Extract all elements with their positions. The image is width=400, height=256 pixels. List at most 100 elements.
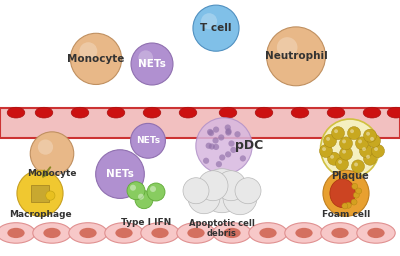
Circle shape [368, 134, 380, 147]
Circle shape [206, 143, 212, 149]
Circle shape [332, 127, 344, 140]
Circle shape [201, 13, 217, 29]
Text: Monocyte: Monocyte [27, 169, 77, 178]
Text: Macrophage: Macrophage [9, 210, 71, 219]
Circle shape [324, 134, 336, 147]
Circle shape [334, 129, 338, 133]
Circle shape [183, 178, 209, 204]
Circle shape [374, 147, 378, 151]
Circle shape [338, 160, 342, 164]
Circle shape [350, 129, 354, 133]
Text: Neutrophil: Neutrophil [265, 51, 327, 61]
Text: Apoptotic cell
debris: Apoptotic cell debris [189, 219, 255, 238]
Circle shape [328, 152, 340, 165]
Ellipse shape [357, 223, 395, 243]
Ellipse shape [141, 223, 179, 243]
Circle shape [213, 126, 219, 133]
Circle shape [213, 144, 219, 150]
Circle shape [234, 131, 240, 137]
Circle shape [150, 186, 156, 192]
Ellipse shape [0, 223, 35, 243]
Circle shape [352, 160, 364, 173]
Circle shape [356, 137, 368, 150]
Ellipse shape [79, 228, 97, 238]
Text: Foam cell: Foam cell [322, 210, 370, 219]
Circle shape [30, 132, 74, 175]
Circle shape [372, 145, 384, 157]
Circle shape [360, 145, 372, 157]
Circle shape [188, 182, 220, 214]
Circle shape [207, 129, 213, 135]
Ellipse shape [285, 223, 323, 243]
Circle shape [364, 129, 376, 142]
Ellipse shape [105, 223, 143, 243]
Circle shape [212, 137, 219, 144]
Circle shape [96, 150, 144, 198]
Circle shape [70, 33, 122, 84]
Circle shape [356, 188, 362, 194]
Ellipse shape [363, 107, 381, 118]
Circle shape [354, 163, 358, 166]
Ellipse shape [213, 223, 251, 243]
Circle shape [330, 155, 334, 159]
Circle shape [277, 37, 298, 58]
Circle shape [358, 140, 362, 143]
Circle shape [225, 130, 232, 136]
Circle shape [198, 171, 228, 201]
Circle shape [230, 147, 236, 153]
FancyBboxPatch shape [0, 108, 400, 138]
Ellipse shape [327, 107, 345, 118]
Circle shape [352, 183, 358, 189]
Ellipse shape [7, 107, 25, 118]
Ellipse shape [107, 107, 125, 118]
Ellipse shape [33, 223, 71, 243]
Circle shape [216, 161, 222, 167]
Circle shape [203, 158, 209, 164]
Text: Plaque: Plaque [331, 171, 369, 181]
FancyBboxPatch shape [31, 185, 49, 202]
Circle shape [336, 157, 348, 170]
Circle shape [79, 42, 97, 60]
Text: Type I IFN: Type I IFN [121, 218, 171, 227]
Circle shape [228, 140, 234, 147]
Ellipse shape [219, 107, 237, 118]
Circle shape [342, 150, 346, 154]
Circle shape [362, 147, 366, 151]
Circle shape [320, 119, 380, 178]
Circle shape [366, 155, 370, 159]
Ellipse shape [255, 107, 273, 118]
Ellipse shape [151, 228, 169, 238]
Circle shape [340, 137, 352, 150]
Circle shape [266, 27, 326, 86]
Ellipse shape [259, 228, 277, 238]
Ellipse shape [69, 223, 107, 243]
Ellipse shape [367, 228, 385, 238]
Ellipse shape [249, 223, 287, 243]
Circle shape [130, 123, 166, 158]
Ellipse shape [295, 228, 313, 238]
Circle shape [138, 194, 144, 200]
Circle shape [138, 50, 153, 65]
Circle shape [348, 127, 360, 140]
Circle shape [342, 203, 348, 209]
Circle shape [326, 137, 330, 141]
Ellipse shape [331, 228, 349, 238]
Circle shape [226, 128, 232, 134]
Circle shape [216, 171, 246, 201]
Ellipse shape [291, 107, 309, 118]
Circle shape [235, 178, 261, 204]
Circle shape [240, 155, 246, 162]
Circle shape [223, 181, 257, 215]
Circle shape [209, 143, 215, 150]
Ellipse shape [71, 107, 89, 118]
Text: T cell: T cell [200, 23, 232, 33]
Circle shape [340, 147, 352, 160]
Ellipse shape [321, 223, 359, 243]
Circle shape [130, 185, 136, 191]
Ellipse shape [143, 107, 161, 118]
Ellipse shape [387, 107, 400, 118]
Text: pDC: pDC [235, 140, 264, 152]
Circle shape [200, 169, 244, 213]
Circle shape [17, 170, 63, 216]
Circle shape [131, 43, 173, 85]
